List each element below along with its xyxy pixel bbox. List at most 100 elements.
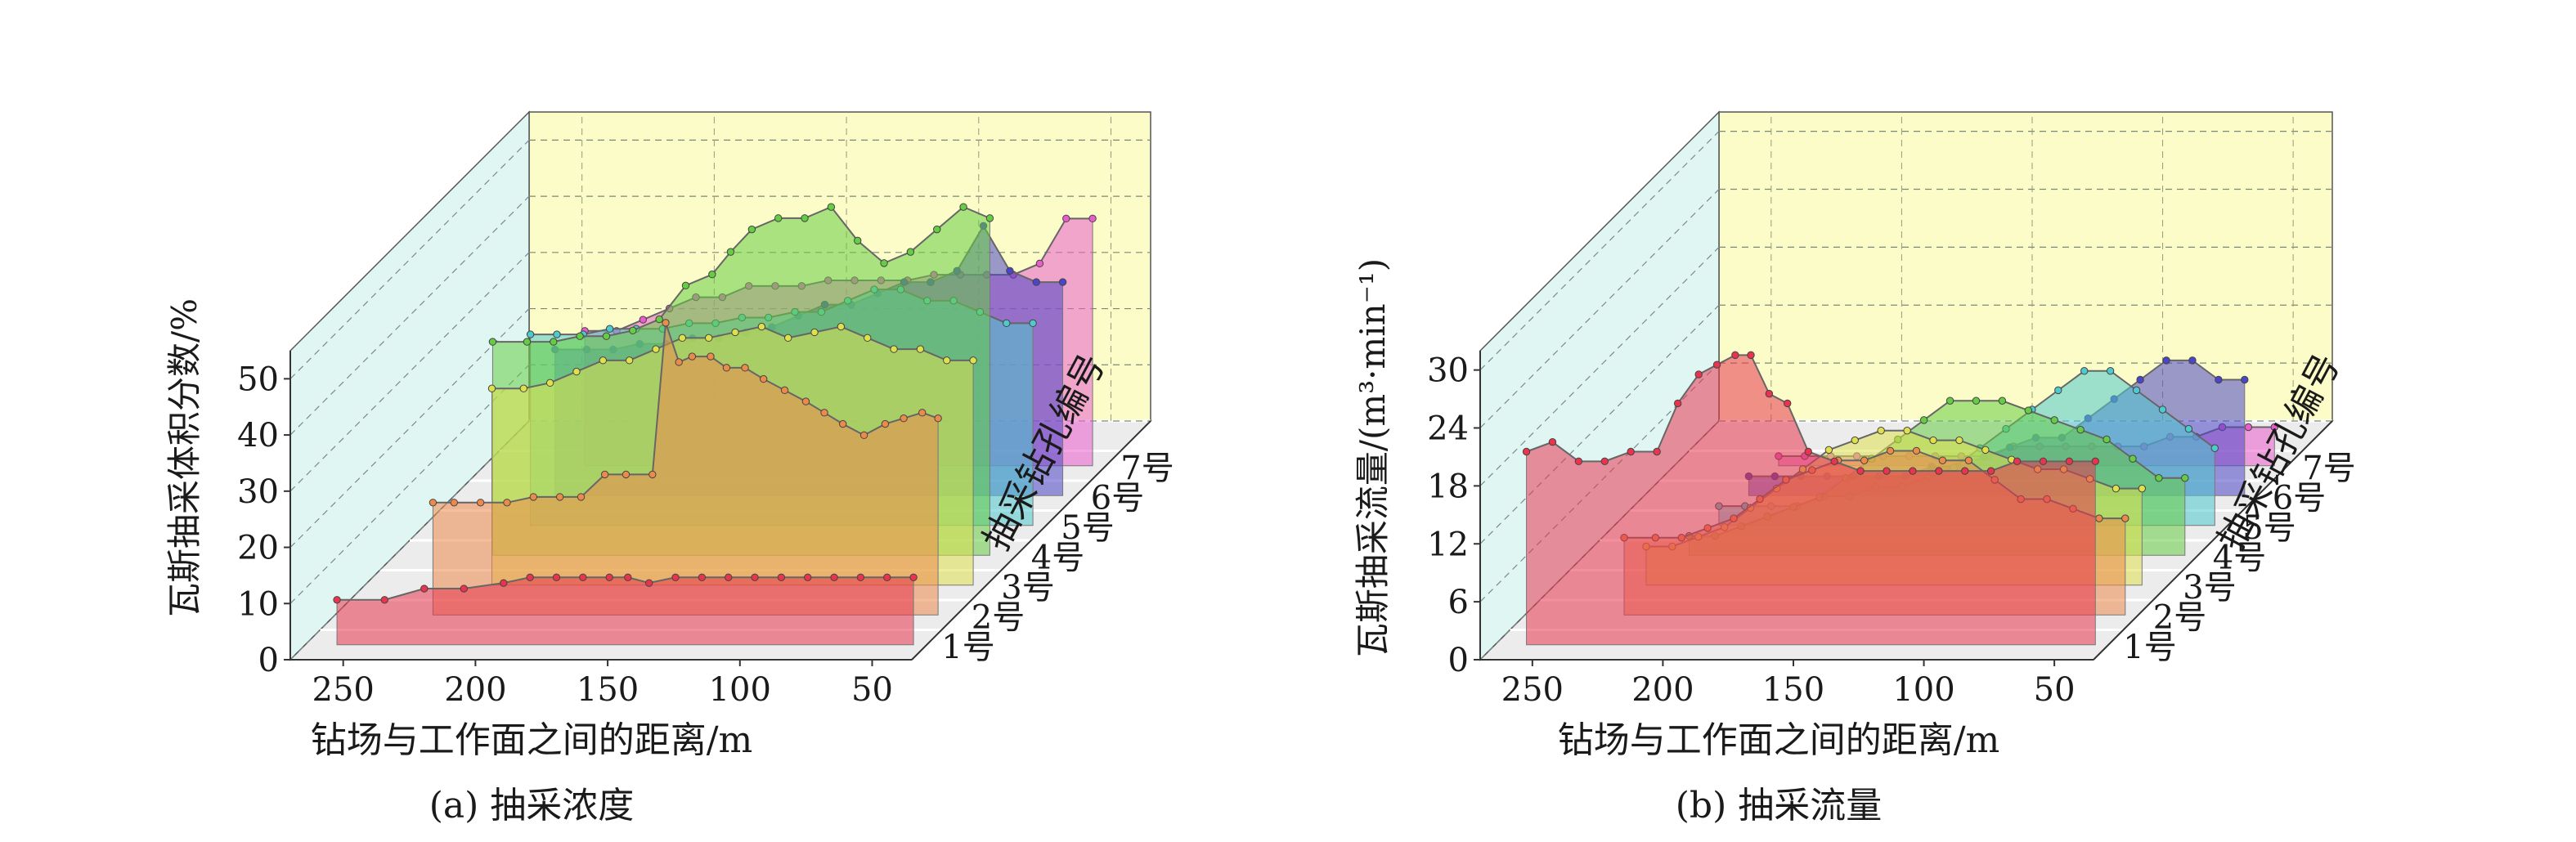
data-point bbox=[655, 315, 663, 324]
data-point bbox=[420, 584, 429, 593]
data-point bbox=[629, 326, 637, 335]
series-label: 7号 bbox=[2302, 450, 2355, 487]
data-point bbox=[2024, 406, 2033, 414]
data-point bbox=[2270, 423, 2278, 432]
data-point bbox=[600, 470, 609, 479]
panel-caption: (a) 抽采浓度 bbox=[429, 785, 635, 826]
data-point bbox=[526, 330, 535, 338]
data-point bbox=[2091, 457, 2099, 466]
data-point bbox=[1574, 457, 1583, 466]
series-label: 4号 bbox=[2213, 539, 2266, 576]
series-label: 5号 bbox=[1061, 509, 1114, 547]
data-point bbox=[1903, 427, 1911, 435]
data-point bbox=[1998, 396, 2007, 405]
series-label: 1号 bbox=[941, 629, 994, 666]
data-point bbox=[830, 573, 838, 581]
series-1 bbox=[333, 573, 918, 646]
data-point bbox=[644, 579, 653, 587]
x-tick-label: 150 bbox=[577, 671, 639, 709]
data-point bbox=[1972, 396, 1981, 405]
data-point bbox=[1964, 456, 1973, 464]
data-point bbox=[553, 330, 561, 338]
data-point bbox=[741, 364, 749, 372]
data-point bbox=[880, 259, 888, 267]
x-tick-label: 50 bbox=[2034, 671, 2076, 709]
x-tick-label: 50 bbox=[851, 671, 893, 709]
data-point bbox=[2039, 457, 2048, 466]
data-point bbox=[662, 319, 670, 327]
data-point bbox=[890, 345, 898, 353]
data-point bbox=[783, 334, 792, 343]
data-point bbox=[1912, 446, 1921, 455]
data-point bbox=[1627, 447, 1635, 456]
data-point bbox=[731, 328, 739, 337]
series-label: 2号 bbox=[2153, 598, 2206, 636]
data-point bbox=[460, 584, 468, 593]
data-point bbox=[1824, 446, 1833, 455]
data-point bbox=[2155, 474, 2163, 482]
data-point bbox=[759, 374, 768, 383]
data-point bbox=[652, 345, 660, 353]
data-point bbox=[550, 338, 558, 346]
y-tick-label: 0 bbox=[1448, 642, 1469, 679]
data-point bbox=[2188, 356, 2197, 365]
y-tick-label: 18 bbox=[1427, 468, 1469, 505]
data-point bbox=[2050, 416, 2058, 424]
data-point bbox=[1909, 467, 1917, 475]
y-tick-label: 30 bbox=[237, 473, 279, 511]
data-point bbox=[450, 499, 458, 507]
data-point bbox=[780, 386, 789, 395]
data-point bbox=[526, 573, 534, 581]
data-point bbox=[577, 493, 586, 501]
y-axis-title: 瓦斯抽采流量/(m³·min⁻¹) bbox=[1353, 258, 1393, 657]
data-point bbox=[1935, 467, 1943, 475]
data-point bbox=[639, 316, 647, 324]
data-point bbox=[2076, 425, 2085, 434]
data-point bbox=[2215, 375, 2223, 384]
data-point bbox=[2181, 474, 2189, 482]
data-point bbox=[698, 573, 707, 581]
data-point bbox=[722, 364, 731, 372]
series-line bbox=[433, 322, 939, 504]
data-point bbox=[1804, 447, 1812, 456]
y-axis-title: 瓦斯抽采体积分数/% bbox=[164, 298, 204, 617]
data-point bbox=[2095, 514, 2103, 522]
data-point bbox=[827, 203, 836, 211]
x-tick-label: 150 bbox=[1762, 671, 1824, 709]
data-point bbox=[519, 384, 527, 392]
data-point bbox=[864, 334, 872, 343]
data-point bbox=[2013, 457, 2022, 466]
data-point bbox=[1088, 214, 1097, 223]
series-label: 6号 bbox=[2273, 479, 2326, 517]
data-point bbox=[572, 367, 581, 376]
data-point bbox=[933, 225, 941, 234]
data-point bbox=[707, 352, 715, 361]
data-point bbox=[900, 414, 908, 423]
data-point bbox=[429, 499, 438, 507]
data-point bbox=[2138, 484, 2147, 493]
series-label: 2号 bbox=[972, 598, 1025, 636]
data-point bbox=[1035, 259, 1044, 268]
data-point bbox=[1712, 361, 1721, 369]
data-point bbox=[2241, 375, 2249, 384]
y-tick-label: 12 bbox=[1427, 526, 1469, 563]
data-point bbox=[801, 214, 809, 222]
data-point bbox=[599, 356, 608, 365]
data-point bbox=[545, 378, 554, 387]
y-tick-label: 50 bbox=[237, 361, 279, 398]
data-point bbox=[804, 573, 812, 581]
series-label: 3号 bbox=[1001, 569, 1054, 607]
data-point bbox=[1058, 278, 1067, 286]
data-point bbox=[1986, 467, 1995, 475]
data-point bbox=[671, 573, 680, 581]
y-tick-label: 20 bbox=[237, 530, 279, 567]
data-point bbox=[881, 419, 890, 428]
data-point bbox=[2080, 367, 2089, 375]
data-point bbox=[488, 338, 497, 346]
y-tick-label: 0 bbox=[258, 642, 279, 679]
data-point bbox=[1694, 370, 1703, 378]
y-tick-label: 24 bbox=[1427, 410, 1469, 448]
data-point bbox=[2184, 424, 2193, 433]
data-point bbox=[688, 352, 697, 361]
